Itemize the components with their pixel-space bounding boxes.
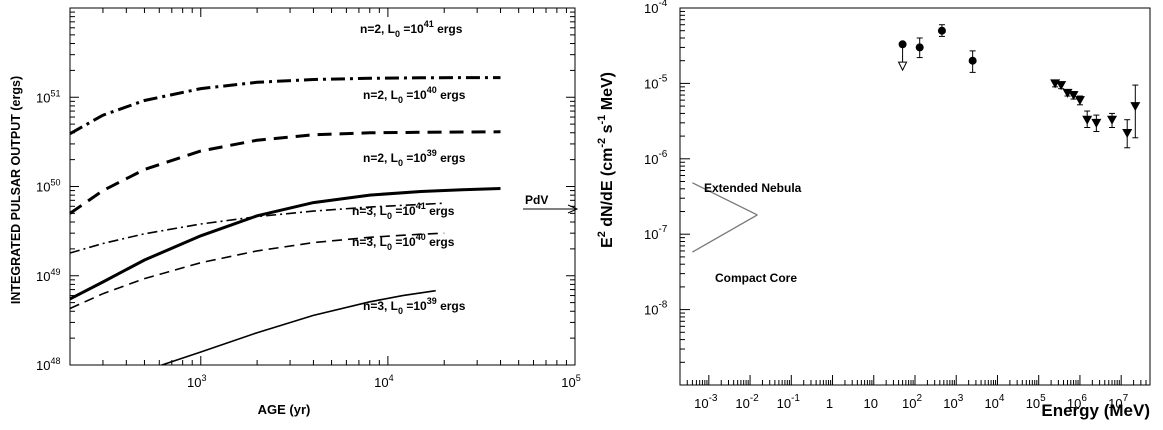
series-label-4: n=3, L0 =1041 ergs [352, 201, 455, 221]
data-point-circle [915, 43, 924, 52]
data-point-triangle [1122, 128, 1133, 138]
right-chart: 10-3 10-2 10-1 1 10 102 103 104 105 106 107 10-8 10-… [596, 0, 1151, 420]
x-tick-label: 1 [826, 396, 833, 411]
data-point-circle [898, 40, 907, 49]
data-point-triangle [1091, 118, 1102, 128]
data-point-triangle [1056, 81, 1067, 91]
x-tick-label: 105 [1026, 393, 1046, 411]
data-point-triangle [1074, 96, 1085, 106]
data-point-triangle [1082, 115, 1093, 125]
x-axis-label: Energy (MeV) [1041, 401, 1150, 420]
series-line-3 [69, 187, 501, 301]
series-label-1: n=2, L0 =1041 ergs [360, 19, 463, 39]
y-axis-label: INTEGRATED PULSAR OUTPUT (ergs) [9, 76, 23, 304]
y-tick-label: 1050 [36, 178, 60, 195]
x-tick-label: 103 [187, 373, 206, 390]
series-line-2 [69, 130, 501, 215]
x-tick-label: 106 [1067, 393, 1087, 411]
y-tick-label: 10-4 [644, 0, 668, 16]
data-point-triangle [1130, 102, 1141, 112]
y-tick-label: 1048 [36, 356, 60, 373]
x-tick-label: 103 [943, 393, 963, 411]
pdv-label: PdV [525, 193, 548, 207]
series-label-5: n=3, L0 =1040 ergs [352, 232, 455, 252]
x-tick-label: 10-2 [735, 393, 759, 411]
x-tick-label: 10-3 [694, 393, 718, 411]
x-axis-label: AGE (yr) [258, 402, 311, 417]
x-tick-label: 104 [374, 373, 393, 390]
right-plot-frame [679, 7, 1151, 386]
data-point-triangle [1068, 91, 1079, 101]
x-tick-label: 102 [902, 393, 922, 411]
bracket-lower [692, 214, 758, 253]
y-tick-label: 10-7 [644, 224, 668, 242]
y-tick-label: 10-5 [644, 73, 668, 91]
data-point-triangle [1062, 88, 1073, 98]
x-tick-label: 105 [561, 373, 580, 390]
series-line-6 [161, 289, 436, 366]
series-label-3: n=2, L0 =1039 ergs [363, 148, 466, 168]
pdv-arrow-head [567, 204, 579, 214]
data-point-triangle [1107, 115, 1118, 125]
compact-core-label: Compact Core [715, 271, 797, 285]
upper-limit-arrow [897, 61, 908, 72]
x-tick-label: 107 [1108, 393, 1128, 411]
x-tick-label: 10 [864, 396, 878, 411]
series-label-2: n=2, L0 =1040 ergs [363, 85, 466, 105]
series-line-1 [69, 76, 501, 136]
extended-nebula-label: Extended Nebula [704, 181, 802, 195]
data-point-circle [937, 26, 946, 35]
y-tick-label: 1051 [36, 88, 60, 105]
y-tick-label: 10-8 [644, 300, 668, 318]
data-point-circle [968, 56, 977, 65]
y-tick-label: 1049 [36, 267, 60, 284]
x-tick-label: 104 [984, 393, 1004, 411]
left-chart: 103 104 105 1048 1049 1050 1051 AGE (yr) INTEGRA… [9, 7, 581, 417]
y-tick-label: 10-6 [644, 149, 668, 167]
x-tick-label: 10-1 [777, 393, 801, 411]
y-axis-label: E2 dN/dE (cm-2 s-1 MeV) [596, 72, 616, 248]
series-label-6: n=3, L0 =1039 ergs [363, 296, 466, 316]
bracket-upper [692, 182, 758, 216]
series-line-4 [69, 202, 445, 254]
left-plot-frame [69, 7, 576, 366]
series-line-5 [69, 232, 445, 310]
